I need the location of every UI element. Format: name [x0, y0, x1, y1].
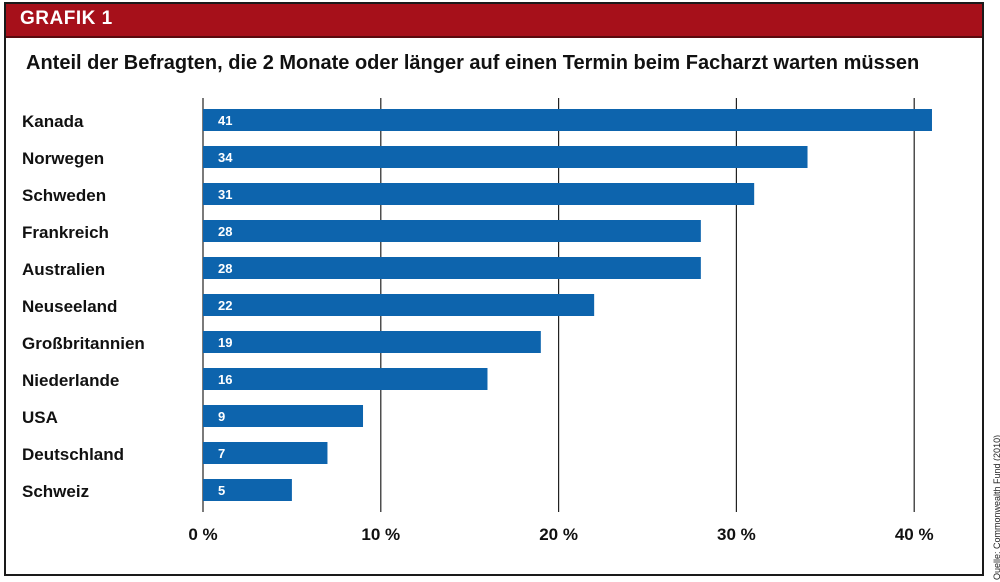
value-label-0: 41 [218, 113, 232, 128]
category-label-0: Kanada [22, 112, 84, 131]
x-tick-label-2: 20 % [539, 525, 578, 544]
x-tick-label-1: 10 % [361, 525, 400, 544]
bar-10 [203, 479, 292, 501]
category-label-4: Australien [22, 260, 105, 279]
category-label-6: Großbritannien [22, 334, 145, 353]
bar-8 [203, 405, 364, 427]
bar-3 [203, 220, 701, 242]
value-label-3: 28 [218, 224, 232, 239]
header-bar: GRAFIK 1 [6, 4, 982, 38]
category-label-5: Neuseeland [22, 297, 117, 316]
bar-1 [203, 146, 808, 168]
value-label-4: 28 [218, 261, 232, 276]
value-label-6: 19 [218, 335, 232, 350]
x-tick-label-0: 0 % [188, 525, 217, 544]
category-label-7: Niederlande [22, 371, 119, 390]
header-label: GRAFIK 1 [20, 8, 113, 29]
bar-7 [203, 368, 488, 390]
category-label-3: Frankreich [22, 223, 109, 242]
category-label-9: Deutschland [22, 445, 124, 464]
source-note: Quelle: Commonwealth Fund (2010) [992, 434, 1000, 580]
x-tick-label-4: 40 % [895, 525, 934, 544]
bar-9 [203, 442, 328, 464]
value-label-10: 5 [218, 483, 225, 498]
chart-title: Anteil der Befragten, die 2 Monate oder … [26, 52, 920, 74]
bar-2 [203, 183, 755, 205]
value-label-5: 22 [218, 298, 232, 313]
category-label-8: USA [22, 408, 58, 427]
bar-4 [203, 257, 701, 279]
bar-6 [203, 331, 541, 353]
x-tick-label-3: 30 % [717, 525, 756, 544]
category-label-1: Norwegen [22, 149, 104, 168]
value-label-8: 9 [218, 409, 225, 424]
value-label-1: 34 [218, 150, 233, 165]
value-label-7: 16 [218, 372, 232, 387]
bar-0 [203, 109, 932, 131]
chart-frame: GRAFIK 1 Anteil der Befragten, die 2 Mon… [4, 2, 984, 576]
category-label-2: Schweden [22, 186, 106, 205]
value-label-9: 7 [218, 446, 225, 461]
value-label-2: 31 [218, 187, 232, 202]
category-label-10: Schweiz [22, 482, 89, 501]
bar-5 [203, 294, 595, 316]
